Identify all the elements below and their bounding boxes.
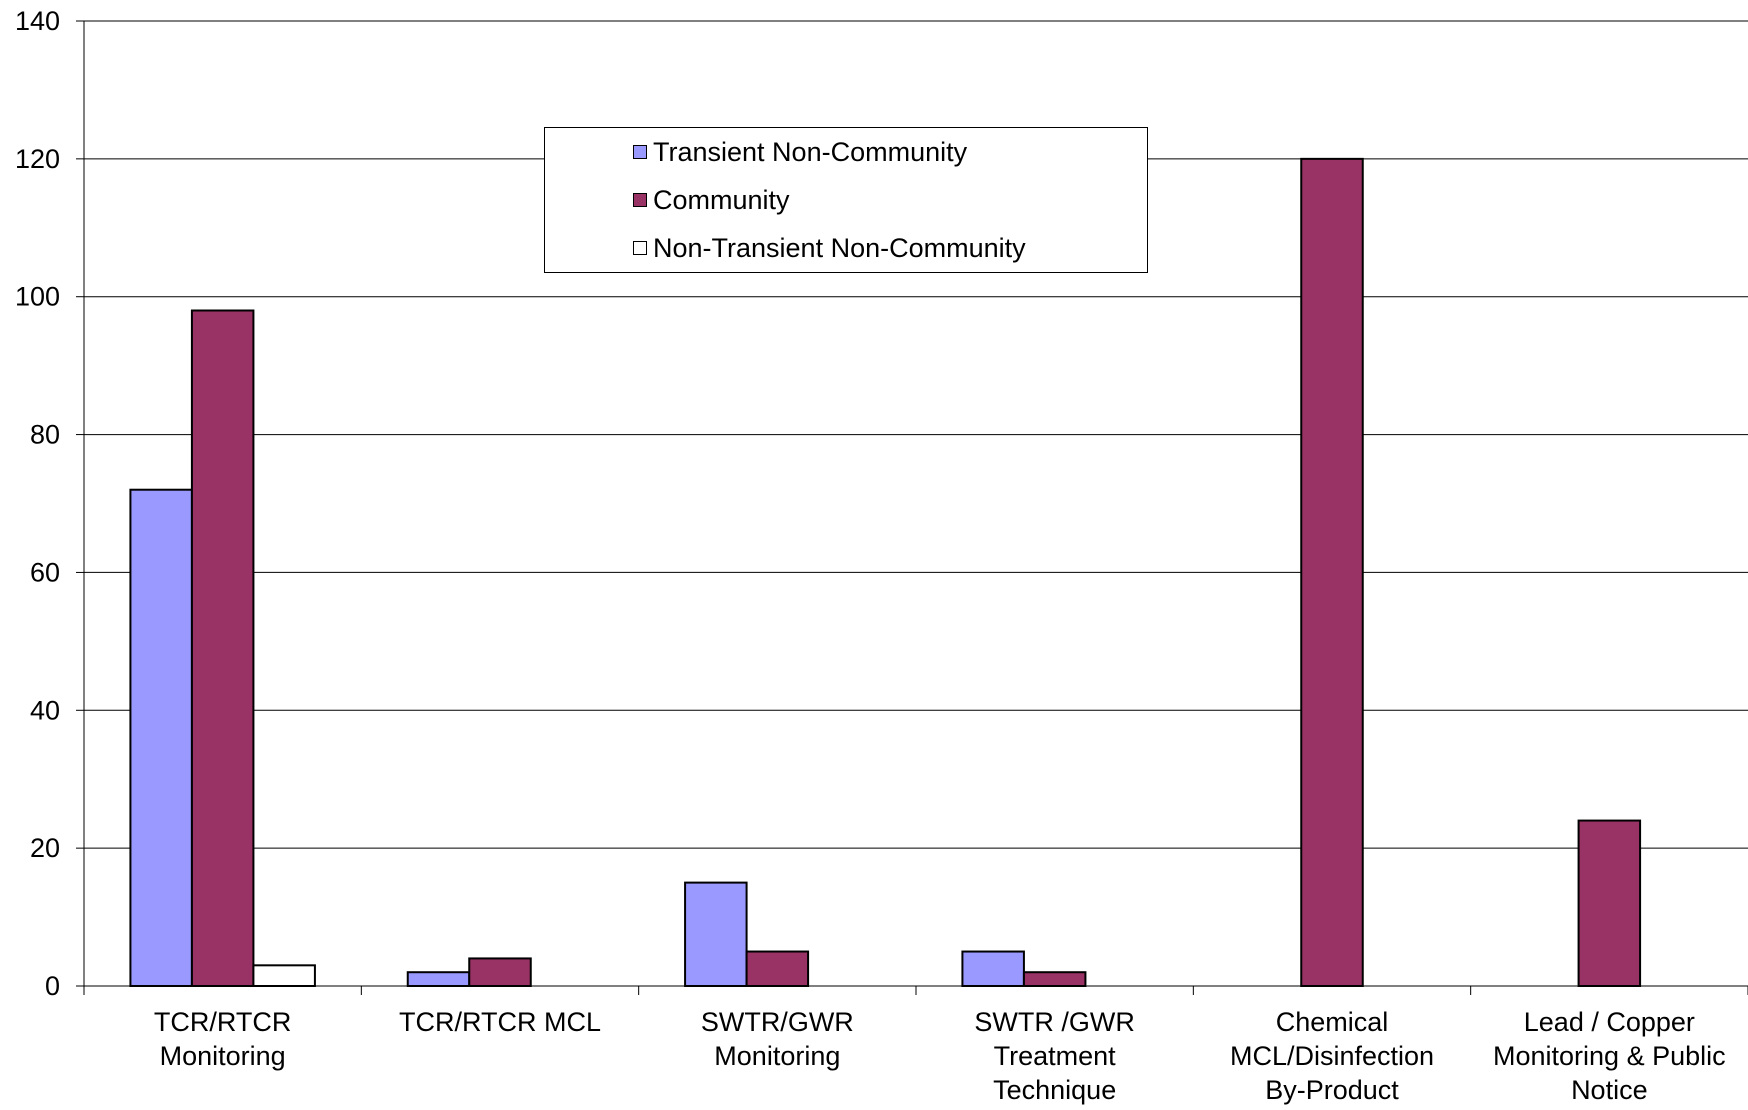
bar xyxy=(1577,819,1642,987)
bar xyxy=(190,309,255,987)
legend-label-non-transient: Non-Transient Non-Community xyxy=(653,232,1026,263)
y-tick-label: 100 xyxy=(15,282,60,312)
x-tick-label: TCR/RTCR Monitoring xyxy=(154,1007,292,1071)
bar xyxy=(1300,157,1364,988)
legend-label-community: Community xyxy=(653,184,790,215)
y-tick-label: 140 xyxy=(15,6,60,36)
legend-swatch-transient xyxy=(633,145,647,159)
legend-item-community: Community xyxy=(633,185,790,215)
x-tick-label: Lead / Copper Monitoring & Public Notice xyxy=(1493,1007,1726,1105)
bar xyxy=(1022,971,1087,988)
y-tick-label: 120 xyxy=(15,144,60,174)
y-tick-label: 60 xyxy=(30,557,60,587)
bar xyxy=(684,881,748,987)
bar xyxy=(406,971,471,988)
axes xyxy=(76,20,1748,995)
x-tick-label: SWTR/GWR Monitoring xyxy=(701,1007,854,1071)
legend-item-transient: Transient Non-Community xyxy=(633,137,967,167)
y-tick-label: 0 xyxy=(45,971,60,1001)
x-tick-labels: TCR/RTCR Monitoring TCR/RTCR MCL SWTR/GWR Mo… xyxy=(154,1007,1726,1105)
bar xyxy=(252,964,316,987)
x-tick-label: Chemical MCL/Disinfection By-Product xyxy=(1230,1007,1434,1105)
legend-item-non-transient: Non-Transient Non-Community xyxy=(633,233,1026,263)
legend-swatch-community xyxy=(633,193,647,207)
bar xyxy=(961,950,1025,987)
bar xyxy=(129,488,193,987)
y-tick-label: 40 xyxy=(30,695,60,725)
legend-label-transient: Transient Non-Community xyxy=(653,136,968,167)
bar xyxy=(745,950,810,987)
legend-swatch-non-transient xyxy=(633,241,647,255)
x-tick-label: SWTR /GWR Treatment Technique xyxy=(974,1007,1134,1105)
x-tick-label: TCR/RTCR MCL xyxy=(399,1007,601,1037)
legend: Transient Non-Community Community Non-Tr… xyxy=(544,127,1148,273)
y-tick-label: 80 xyxy=(30,420,60,450)
y-tick-label: 20 xyxy=(30,833,60,863)
y-tick-labels: 0 20 40 60 80 100 120 140 xyxy=(15,6,60,1001)
bar xyxy=(468,957,532,988)
